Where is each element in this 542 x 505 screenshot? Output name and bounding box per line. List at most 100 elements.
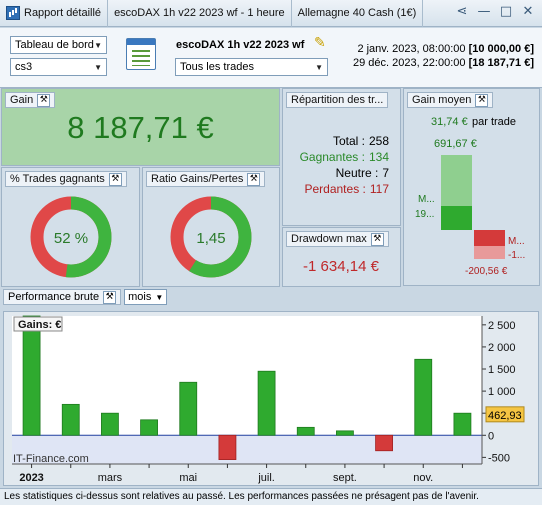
chart-bar xyxy=(22,315,41,436)
wrench-icon[interactable]: ⚒ xyxy=(37,93,51,107)
repartition-row-label: Gagnantes : xyxy=(299,150,365,164)
drawdown-title-label: Drawdown max xyxy=(291,233,367,245)
chart-bar xyxy=(296,426,315,436)
x-tick-label: mars xyxy=(98,472,123,484)
y-tick-label: 2 500 xyxy=(488,320,516,332)
chart-bar xyxy=(414,358,433,436)
chevron-down-icon: ▼ xyxy=(94,40,102,50)
repartition-panel: Répartition des tr... Total : 258 Gagnant… xyxy=(282,88,401,226)
ratio-title-label: Ratio Gains/Pertes xyxy=(151,173,244,185)
maximize-button[interactable]: □ xyxy=(499,4,513,19)
repartition-row-value: 7 xyxy=(382,166,389,180)
wrench-icon[interactable]: ⚒ xyxy=(103,290,117,304)
gain-m-label: M... xyxy=(418,194,435,205)
drawdown-title: Drawdown max ⚒ xyxy=(286,231,389,247)
gain-moyen-title: Gain moyen ⚒ xyxy=(407,92,494,108)
repartition-row-label: Neutre : xyxy=(335,166,379,180)
y-tick-label: 0 xyxy=(488,430,494,442)
drawdown-value: -1 634,14 € xyxy=(303,258,379,275)
account-select[interactable]: cs3 ▼ xyxy=(10,58,107,76)
loss-bottom-label: -200,56 € xyxy=(465,266,508,277)
trades-gagnants-title: % Trades gagnants ⚒ xyxy=(5,171,127,187)
chevron-down-icon: ▼ xyxy=(315,62,323,72)
close-button[interactable]: ✕ xyxy=(522,4,534,19)
ratio-donut: 1,45 xyxy=(170,196,252,278)
trades-gagnants-donut: 52 % xyxy=(30,196,112,278)
report-icon[interactable] xyxy=(126,38,156,70)
y-tick-label: 2 000 xyxy=(488,342,516,354)
chart-bar xyxy=(61,403,80,436)
trades-filter-select[interactable]: Tous les trades ▼ xyxy=(175,58,328,76)
repartition-row-value: 134 xyxy=(368,150,389,164)
capital-end: [18 187,71 €] xyxy=(468,57,534,69)
chart-bar xyxy=(257,370,276,436)
edit-icon[interactable]: ✎ xyxy=(314,35,326,51)
repartition-row: Total : 258 xyxy=(283,133,399,149)
loss-m-label: M... xyxy=(508,236,525,247)
repartition-list: Total : 258 Gagnantes : 134 Neutre : 7 Perd… xyxy=(283,133,399,197)
chart-icon xyxy=(6,6,20,20)
report-tab[interactable]: Rapport détaillé xyxy=(0,0,109,27)
performance-header: Performance brute ⚒ mois ▼ xyxy=(3,289,168,305)
period-summary: 2 janv. 2023, 08:00:00 [10 000,00 €] 29 … xyxy=(353,42,534,70)
gain-box: 8 187,71 € xyxy=(2,89,279,165)
chart-bar xyxy=(453,412,472,436)
share-icon[interactable]: ⋖ xyxy=(456,4,468,19)
series-label-box xyxy=(13,316,63,332)
period-select[interactable]: mois ▼ xyxy=(124,289,168,305)
chevron-down-icon: ▼ xyxy=(155,292,164,302)
report-label: Rapport détaillé xyxy=(24,7,102,19)
view-select-value: Tableau de bord xyxy=(15,39,94,51)
series-label: Gains: € xyxy=(18,319,61,331)
strategy-label: escoDAX 1h v22 2023 wf - 1 heure xyxy=(108,0,292,27)
gain-top-label: 691,67 € xyxy=(434,138,477,150)
current-value-label: 462,93 xyxy=(488,410,522,422)
performance-title-label: Performance brute xyxy=(8,291,100,303)
chart-bar xyxy=(218,434,237,460)
loss-avg-bar xyxy=(474,230,505,246)
wrench-icon[interactable]: ⚒ xyxy=(370,232,384,246)
win-small-bar xyxy=(441,206,472,230)
capital-start: [10 000,00 €] xyxy=(468,43,534,55)
gain-title: Gain ⚒ xyxy=(5,92,56,108)
wrench-icon[interactable]: ⚒ xyxy=(475,93,489,107)
drawdown-panel: Drawdown max ⚒ -1 634,14 € xyxy=(282,227,401,287)
repartition-row: Neutre : 7 xyxy=(283,165,399,181)
chevron-down-icon: ▼ xyxy=(94,62,102,72)
trades-gagnants-value: 52 % xyxy=(54,230,88,247)
report-header: Tableau de bord ▼ cs3 ▼ escoDAX 1h v22 2… xyxy=(0,28,542,88)
wrench-icon[interactable]: ⚒ xyxy=(247,172,261,186)
current-value-marker xyxy=(485,406,525,423)
x-tick-label: juil. xyxy=(257,472,275,484)
minimize-button[interactable]: — xyxy=(477,4,491,19)
trades-gagnants-panel: % Trades gagnants ⚒ 52 % xyxy=(1,167,140,287)
disclaimer-footer: Les statistiques ci-dessus sont relative… xyxy=(0,488,542,505)
chart-bar xyxy=(101,412,119,436)
repartition-row: Gagnantes : 134 xyxy=(283,149,399,165)
view-select[interactable]: Tableau de bord ▼ xyxy=(10,36,107,54)
date-start: 29 déc. 2023, 22:00:00 xyxy=(352,57,466,69)
gain-moyen-title-label: Gain moyen xyxy=(412,94,472,106)
gain-moyen-graphic: 31,74 € par trade 691,67 € M... 19... M.… xyxy=(415,116,525,277)
gain-moyen-panel: Gain moyen ⚒ 31,74 € par trade 691,67 € … xyxy=(403,88,540,286)
per-trade-value: 31,74 € xyxy=(431,116,468,128)
repartition-row-value: 117 xyxy=(369,182,389,196)
per-trade-label: par trade xyxy=(472,116,516,128)
x-tick-label: 2023 xyxy=(19,472,43,484)
ratio-value: 1,45 xyxy=(196,230,225,247)
chart-bar xyxy=(140,419,158,436)
repartition-title: Répartition des tr... xyxy=(286,92,389,108)
wrench-icon[interactable]: ⚒ xyxy=(108,172,122,186)
instrument-label: Allemagne 40 Cash (1€) xyxy=(292,0,424,27)
ratio-win-arc xyxy=(170,196,252,278)
loss-1-label: -1... xyxy=(508,250,525,261)
repartition-row: Perdantes : 117 xyxy=(283,181,399,197)
y-tick-label: 1 500 xyxy=(488,364,516,376)
trades-filter-value: Tous les trades xyxy=(180,61,254,73)
chart-bar xyxy=(336,430,354,436)
date-end: 2 janv. 2023, 08:00:00 xyxy=(357,43,466,55)
ratio-panel: Ratio Gains/Pertes ⚒ 1,45 xyxy=(142,167,280,287)
repartition-row-label: Perdantes : xyxy=(304,182,366,196)
